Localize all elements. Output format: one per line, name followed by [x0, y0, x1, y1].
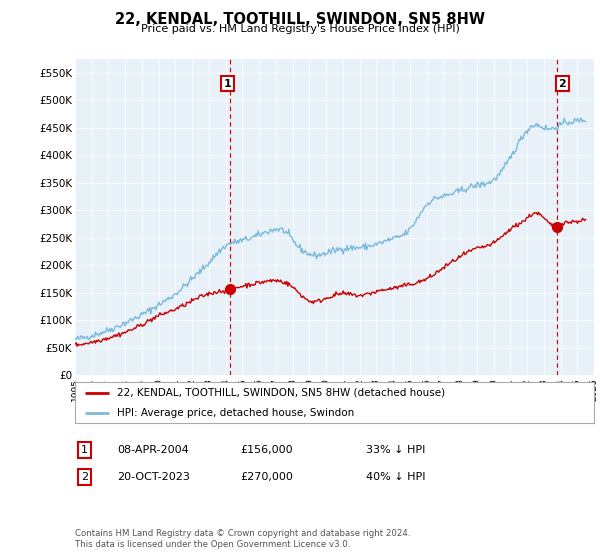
Text: 22, KENDAL, TOOTHILL, SWINDON, SN5 8HW (detached house): 22, KENDAL, TOOTHILL, SWINDON, SN5 8HW (… [116, 388, 445, 398]
Text: 40% ↓ HPI: 40% ↓ HPI [366, 472, 425, 482]
Text: 1: 1 [81, 445, 88, 455]
Text: 33% ↓ HPI: 33% ↓ HPI [366, 445, 425, 455]
Text: 2: 2 [559, 78, 566, 88]
Text: Contains HM Land Registry data © Crown copyright and database right 2024.
This d: Contains HM Land Registry data © Crown c… [75, 529, 410, 549]
Text: Price paid vs. HM Land Registry's House Price Index (HPI): Price paid vs. HM Land Registry's House … [140, 24, 460, 34]
Text: 2: 2 [81, 472, 88, 482]
Text: 1: 1 [224, 78, 232, 88]
Text: £156,000: £156,000 [240, 445, 293, 455]
Text: 20-OCT-2023: 20-OCT-2023 [117, 472, 190, 482]
Text: £270,000: £270,000 [240, 472, 293, 482]
Text: 08-APR-2004: 08-APR-2004 [117, 445, 189, 455]
Text: 22, KENDAL, TOOTHILL, SWINDON, SN5 8HW: 22, KENDAL, TOOTHILL, SWINDON, SN5 8HW [115, 12, 485, 27]
Text: HPI: Average price, detached house, Swindon: HPI: Average price, detached house, Swin… [116, 408, 354, 418]
